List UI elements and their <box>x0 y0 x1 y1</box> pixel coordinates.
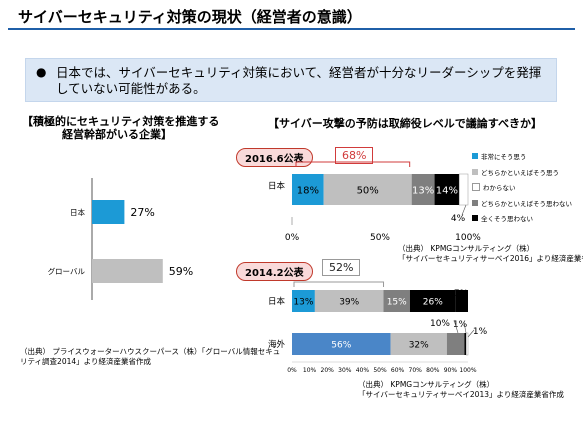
left-section-title-line2: 経営幹部がいる企業】 <box>62 128 172 141</box>
x-tick-label-2013: 50% <box>373 367 387 374</box>
brace-52 <box>293 281 385 287</box>
left-category-label: グローバル <box>48 266 86 276</box>
legend-label: どちらかといえばそう思う <box>481 168 559 177</box>
bar-2013-label: 56% <box>331 341 351 351</box>
annotation-10pct: 10% <box>430 319 450 329</box>
legend-item: どちらかといえばそう思わない <box>472 197 572 209</box>
left-bar <box>92 259 163 283</box>
bar-2013-segment <box>383 290 410 312</box>
bar-2013-segment <box>390 333 447 355</box>
y-label-japan-2016: 日本 <box>268 181 286 192</box>
legend-label: わからない <box>483 184 516 192</box>
x-tick-label-2013: 0% <box>287 367 297 374</box>
left-source-line2: リティ調査2014」より経済産業省作成 <box>20 357 151 366</box>
left-source-line1: （出典） プライスウォーターハウスクーパース（株）「グローバル情報セキュ <box>20 347 281 356</box>
left-section-title-line1: 【積極的にセキュリティ対策を推進する <box>22 115 220 128</box>
bar-2016-label: 50% <box>357 186 379 197</box>
badge-2016: 2016.6公表 <box>236 148 313 167</box>
leader-1a <box>463 321 467 334</box>
badge-2014: 2014.2公表 <box>236 262 313 281</box>
x-tick-label-2013: 90% <box>444 367 458 374</box>
bar-2013-label: 13% <box>293 298 313 308</box>
bar-2013-segment <box>292 290 315 312</box>
bar-2016-segment <box>434 174 460 205</box>
legend-swatch <box>472 215 478 221</box>
annotation-7pct: 7% <box>454 289 469 299</box>
bar-2013-segment <box>292 333 391 355</box>
legend-swatch <box>472 168 478 175</box>
bar-2013-label: 26% <box>423 298 443 308</box>
bar-2013-segment <box>464 333 467 355</box>
bar-2013-label: 15% <box>387 298 407 308</box>
bar-2013-label: 39% <box>339 298 359 308</box>
brace-68 <box>295 161 411 167</box>
leader-10 <box>453 319 459 334</box>
bar-2013-segment <box>465 332 469 356</box>
legend-swatch <box>472 183 480 191</box>
x-tick-label-2013: 100% <box>459 367 476 374</box>
annotation-leader <box>461 204 467 216</box>
bar-2016-label: 14% <box>436 186 458 197</box>
x-tick-label-2016: 100% <box>455 233 481 243</box>
bar-2013-segment <box>455 290 468 312</box>
x-tick-label-2013: 10% <box>303 367 317 374</box>
bar-2013-label: 32% <box>409 341 429 351</box>
source-note-2016: （出典） KPMGコンサルティング（株） 「サイバーセキュリティサーベイ2016… <box>398 244 583 264</box>
source-note-2013: （出典） KPMGコンサルティング（株） 「サイバーセキュリティサーベイ2013… <box>358 380 564 400</box>
legend-swatch <box>472 199 478 206</box>
left-category-label: 日本 <box>70 207 85 217</box>
annotation-1pct-b: 1% <box>473 327 488 337</box>
x-tick-label-2013: 30% <box>338 367 352 374</box>
bar-2016-segment <box>323 174 412 205</box>
source-2013-line2: 「サイバーセキュリティサーベイ2013」より経済産業省作成 <box>358 390 564 399</box>
summary-box: ● 日本では、サイバーセキュリティ対策において、経営者が十分なリーダーシップを発… <box>25 58 557 102</box>
source-2016-line2: 「サイバーセキュリティサーベイ2016」より経済産業省作成 <box>398 254 583 263</box>
x-tick-label-2013: 40% <box>356 367 370 374</box>
legend-item: どちらかといえばそう思う <box>472 166 572 178</box>
source-2016-line1: （出典） KPMGコンサルティング（株） <box>398 244 535 253</box>
callout-52: 52% <box>322 259 361 276</box>
bar-2016-unknown <box>458 173 469 206</box>
x-tick-label-2016: 50% <box>370 233 390 243</box>
left-section-title: 【積極的にセキュリティ対策を推進する 経営幹部がいる企業】 <box>22 115 220 141</box>
left-value-label: 59% <box>169 265 193 278</box>
bar-2013-segment <box>446 333 465 355</box>
legend-item: 全くそう思わない <box>472 212 572 224</box>
legend: 非常にそう思うどちらかといえばそう思う わからないどちらかといえばそう思わない 全く… <box>472 150 572 228</box>
left-bar-chart: 日本 27% グローバル 59% <box>48 178 193 300</box>
bar-2013-segment <box>314 290 384 312</box>
x-tick-label-2013: 80% <box>426 367 440 374</box>
legend-item: わからない <box>472 181 572 193</box>
right-section-title: 【サイバー攻撃の予防は取締役レベルで議論すべきか】 <box>268 117 543 130</box>
title-underline <box>8 28 575 30</box>
x-tick-label-2016: 0% <box>285 233 300 243</box>
bar-2016-label: 18% <box>297 186 319 197</box>
page-title: サイバーセキュリティ対策の現状（経営者の意識） <box>18 8 362 26</box>
legend-label: どちらかといえばそう思わない <box>481 199 572 208</box>
x-tick-label-2013: 60% <box>391 367 405 374</box>
annotation-4pct: 4% <box>451 214 466 224</box>
legend-label: 全くそう思わない <box>481 215 533 223</box>
bullet-icon: ● <box>36 65 47 79</box>
bar-2016-segment <box>411 174 435 205</box>
bar-2016-label: 13% <box>412 186 434 197</box>
y-label-2013: 海外 <box>268 339 286 350</box>
left-source-note: （出典） プライスウォーターハウスクーパース（株）「グローバル情報セキュ リティ… <box>20 347 280 367</box>
callout-68: 68% <box>335 147 374 164</box>
leader-1b <box>467 329 475 338</box>
annotation-1pct-a: 1% <box>453 320 468 330</box>
legend-item: 非常にそう思う <box>472 150 572 162</box>
y-label-2013: 日本 <box>268 296 286 307</box>
legend-swatch <box>472 153 478 159</box>
legend-label: 非常にそう思う <box>481 153 527 161</box>
summary-text: 日本では、サイバーセキュリティ対策において、経営者が十分なリーダーシップを発揮し… <box>56 65 542 96</box>
bar-2016-segment <box>292 174 324 205</box>
source-2013-line1: （出典） KPMGコンサルティング（株） <box>358 380 495 389</box>
bar-2013-segment <box>409 290 456 312</box>
left-value-label: 27% <box>130 206 154 219</box>
x-tick-label-2013: 20% <box>321 367 335 374</box>
x-tick-label-2013: 70% <box>409 367 423 374</box>
left-bar <box>92 200 125 224</box>
